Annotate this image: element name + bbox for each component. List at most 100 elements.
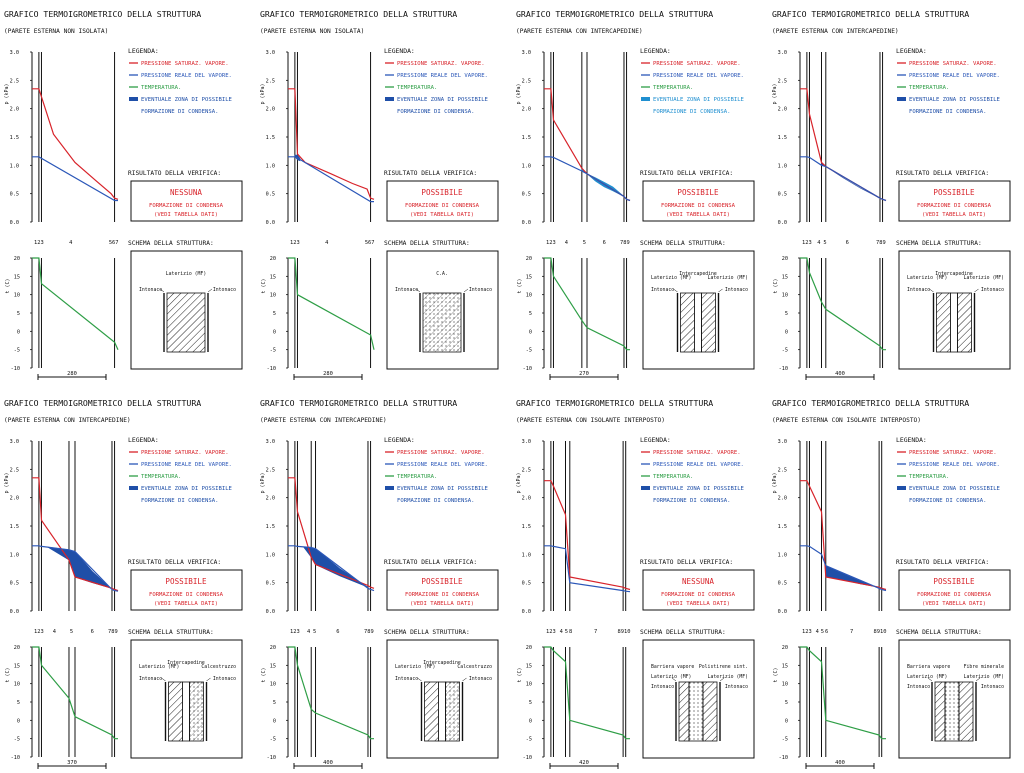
temperature-tick-label: -5 xyxy=(270,737,276,743)
legend-title: LEGENDA: xyxy=(896,47,927,55)
pressure-axis-label: p (kPa) xyxy=(772,83,778,104)
panel-7: GRAFICO TERMOIGROMETRICO DELLA STRUTTURA… xyxy=(516,398,755,769)
schema-label: Laterizio (MF) xyxy=(139,664,179,670)
air-gap-layer xyxy=(950,292,958,353)
schema-label: Laterizio (MF) xyxy=(651,275,691,281)
condensation-zone xyxy=(47,546,113,591)
panel-subtitle: (PARETE ESTERNA CON INTERCAPEDINE) xyxy=(260,417,387,424)
schema-label: Intonaco xyxy=(907,287,930,293)
pressure-tick-label: 0.0 xyxy=(266,609,275,615)
panel-title: GRAFICO TERMOIGROMETRICO DELLA STRUTTURA xyxy=(516,398,713,408)
brick-layer xyxy=(936,292,951,353)
temperature-tick-label: 5 xyxy=(785,700,788,706)
brick-layer xyxy=(934,681,946,742)
result-box xyxy=(898,569,1011,611)
pressure-tick-label: 1.5 xyxy=(522,524,531,530)
panel-title: GRAFICO TERMOIGROMETRICO DELLA STRUTTURA xyxy=(260,398,457,408)
interface-label: 123 xyxy=(802,240,812,246)
interface-label: 7 xyxy=(850,629,853,635)
temperature-line xyxy=(800,646,886,740)
pressure-tick-label: 3.0 xyxy=(266,439,275,445)
legend-item: PRESSIONE REALE DEL VAPORE. xyxy=(653,73,744,79)
pressure-tick-label: 0.0 xyxy=(10,609,19,615)
pressure-axis-label: p (kPa) xyxy=(4,472,10,493)
insulation-layer xyxy=(688,681,704,742)
legend-item: FORMAZIONE DI CONDENSA. xyxy=(141,109,218,115)
pressure-tick-label: 0.5 xyxy=(10,581,19,587)
result-line: (VEDI TABELLA DATI) xyxy=(410,601,474,607)
pressure-tick-label: 2.5 xyxy=(266,78,275,84)
pressure-tick-label: 3.0 xyxy=(522,50,531,56)
temperature-tick-label: 15 xyxy=(270,274,276,280)
panel-6: GRAFICO TERMOIGROMETRICO DELLA STRUTTURA… xyxy=(260,398,499,769)
temperature-tick-label: 10 xyxy=(782,682,788,688)
result-title: RISULTATO DELLA VERIFICA: xyxy=(384,559,477,566)
saturation-pressure-line xyxy=(32,88,119,200)
schema-label: Intonaco xyxy=(213,676,236,682)
pressure-axis-label: p (kPa) xyxy=(260,83,266,104)
panel-subtitle: (PARETE ESTERNA CON ISOLANTE INTERPOSTO) xyxy=(772,417,921,424)
schema-leader xyxy=(415,288,421,293)
schema-label: Intonaco xyxy=(907,684,930,690)
schema-leader xyxy=(206,677,211,682)
pressure-tick-label: 1.0 xyxy=(522,552,531,558)
interface-label: 8 xyxy=(569,629,572,635)
temperature-tick-label: 10 xyxy=(526,293,532,299)
schema-leader xyxy=(673,288,678,293)
result-verdict: POSSIBILE xyxy=(421,188,463,197)
pressure-tick-label: 1.5 xyxy=(778,135,787,141)
pressure-tick-label: 1.5 xyxy=(778,524,787,530)
legend-title: LEGENDA: xyxy=(640,436,671,444)
pressure-tick-label: 1.0 xyxy=(266,552,275,558)
result-line: (VEDI TABELLA DATI) xyxy=(410,212,474,218)
legend-item: PRESSIONE SATURAZ. VAPORE. xyxy=(653,450,741,456)
temperature-tick-label: 20 xyxy=(270,256,276,262)
pressure-tick-label: 2.5 xyxy=(778,467,787,473)
interface-label: 789 xyxy=(108,629,118,635)
saturation-pressure-line xyxy=(800,480,887,591)
legend-item: FORMAZIONE DI CONDENSA. xyxy=(909,498,986,504)
legend-item: TEMPERATURA. xyxy=(397,85,437,91)
pressure-tick-label: 2.0 xyxy=(522,496,531,502)
result-line: FORMAZIONE DI CONDENSA xyxy=(405,203,480,209)
interface-label: 5 xyxy=(565,629,568,635)
pressure-tick-label: 1.0 xyxy=(778,163,787,169)
temperature-axis-label: t (C) xyxy=(517,278,523,293)
schema-label: Intercapedine xyxy=(935,271,973,277)
schema-title: SCHEMA DELLA STRUTTURA: xyxy=(384,240,470,247)
saturation-pressure-line xyxy=(800,88,887,202)
schema-label: Laterizio (MF) xyxy=(907,275,947,281)
interface-label: 5 xyxy=(821,629,824,635)
pressure-tick-label: 0.5 xyxy=(266,581,275,587)
temperature-tick-label: 10 xyxy=(14,682,20,688)
result-title: RISULTATO DELLA VERIFICA: xyxy=(128,170,221,177)
schema-title: SCHEMA DELLA STRUTTURA: xyxy=(640,629,726,636)
result-title: RISULTATO DELLA VERIFICA: xyxy=(640,559,733,566)
schema-label: Laterizio (MF) xyxy=(964,275,1004,281)
pressure-tick-label: 1.0 xyxy=(266,163,275,169)
interface-label: 4 xyxy=(69,240,72,246)
pressure-tick-label: 2.5 xyxy=(10,467,19,473)
thickness-label: 280 xyxy=(323,371,333,377)
result-verdict: NESSUNA xyxy=(170,188,202,197)
interface-label: 4 xyxy=(325,240,328,246)
interface-label: 6 xyxy=(336,629,339,635)
legend-item: PRESSIONE SATURAZ. VAPORE. xyxy=(653,61,741,67)
schema-leader xyxy=(671,677,677,682)
pressure-tick-label: 0.0 xyxy=(266,220,275,226)
schema-label: Calcestruzzo xyxy=(201,664,236,670)
interface-label: 6 xyxy=(846,240,849,246)
temperature-tick-label: -5 xyxy=(526,348,532,354)
legend-item: TEMPERATURA. xyxy=(141,474,181,480)
interface-label: 8910 xyxy=(617,629,630,635)
schema-title: SCHEMA DELLA STRUTTURA: xyxy=(640,240,726,247)
brick-layer xyxy=(680,292,695,353)
panel-subtitle: (PARETE ESTERNA CON ISOLANTE INTERPOSTO) xyxy=(516,417,665,424)
schema-label: Intonaco xyxy=(395,287,418,293)
temperature-tick-label: 15 xyxy=(14,274,20,280)
interface-label: 5 xyxy=(583,240,586,246)
temperature-tick-label: -10 xyxy=(523,755,532,761)
panel-title: GRAFICO TERMOIGROMETRICO DELLA STRUTTURA xyxy=(516,9,713,19)
saturation-pressure-line xyxy=(544,480,631,591)
interface-label: 123 xyxy=(546,240,556,246)
